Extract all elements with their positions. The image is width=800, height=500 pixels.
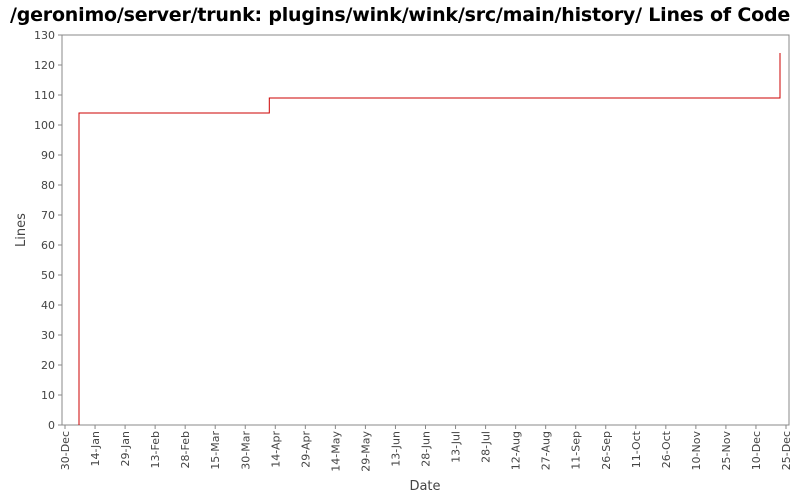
x-tick-label: 26-Sep — [600, 431, 613, 470]
lines-of-code-series-line — [78, 53, 781, 425]
x-tick-label: 11-Oct — [630, 430, 643, 468]
y-tick-label: 50 — [41, 269, 55, 282]
series-layer — [78, 53, 781, 425]
x-tick-label: 30-Dec — [59, 431, 72, 470]
x-axis: 30-Dec 14-Jan 29-Jan 13-Feb 28-Feb 15-Mar 30-M… — [59, 425, 793, 472]
x-tick-label: 14-May — [329, 431, 342, 472]
y-tick-label: 0 — [48, 419, 55, 432]
x-tick-label: 25-Nov — [720, 431, 733, 471]
y-tick-label: 130 — [34, 29, 55, 42]
x-tick-label: 27-Aug — [540, 431, 553, 470]
y-tick-label: 110 — [34, 89, 55, 102]
x-tick-label: 29-Apr — [299, 431, 312, 468]
x-tick-label: 25-Dec — [780, 431, 793, 470]
x-tick-label: 26-Oct — [660, 430, 673, 468]
x-tick-label: 13-Jun — [389, 431, 402, 467]
x-tick-label: 10-Nov — [690, 431, 703, 471]
y-tick-label: 20 — [41, 359, 55, 372]
y-tick-label: 30 — [41, 329, 55, 342]
x-tick-label: 14-Apr — [269, 431, 282, 468]
x-tick-label: 29-May — [359, 431, 372, 472]
x-tick-label: 11-Sep — [570, 431, 583, 470]
y-tick-label: 40 — [41, 299, 55, 312]
y-tick-label: 120 — [34, 59, 55, 72]
y-tick-label: 10 — [41, 389, 55, 402]
x-tick-label: 12-Aug — [510, 431, 523, 470]
y-tick-label: 90 — [41, 149, 55, 162]
y-tick-label: 70 — [41, 209, 55, 222]
x-tick-label: 28-Jun — [420, 431, 433, 467]
y-axis: 0 10 20 30 40 50 60 70 80 90 100 110 120 130 — [34, 29, 62, 432]
x-tick-label: 29-Jan — [119, 431, 132, 467]
x-tick-label: 14-Jan — [89, 431, 102, 467]
chart-title: /geronimo/server/trunk: plugins/wink/win… — [9, 4, 791, 26]
y-axis-label: Lines — [14, 213, 29, 247]
plot-area — [61, 34, 790, 426]
x-tick-label: 30-Mar — [239, 431, 252, 470]
x-tick-label: 28-Jul — [480, 431, 493, 463]
x-tick-label: 15-Mar — [209, 431, 222, 470]
y-tick-label: 60 — [41, 239, 55, 252]
x-tick-label: 10-Dec — [750, 431, 763, 470]
x-tick-label: 28-Feb — [179, 431, 192, 468]
y-tick-label: 100 — [34, 119, 55, 132]
x-tick-label: 13-Feb — [149, 431, 162, 468]
x-tick-label: 13-Jul — [450, 431, 463, 463]
x-axis-label: Date — [409, 479, 440, 494]
y-tick-label: 80 — [41, 179, 55, 192]
